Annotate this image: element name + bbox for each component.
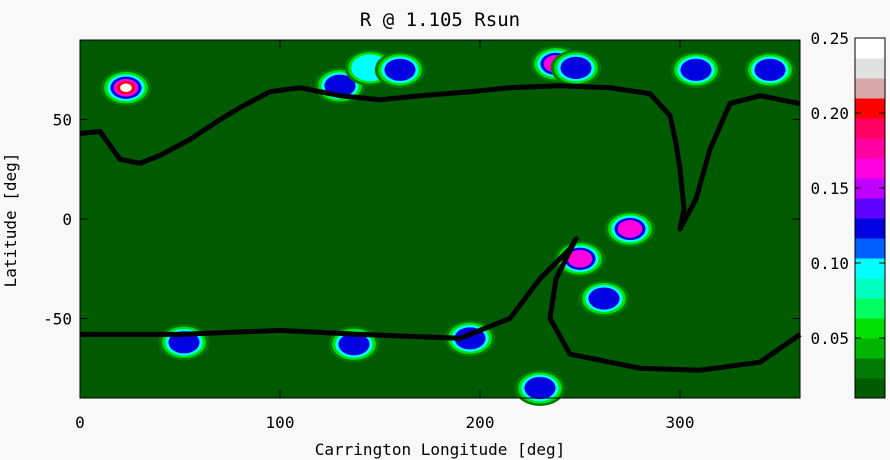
colorbar-tick-label: 0.25 <box>810 29 849 48</box>
colorbar-swatch <box>855 258 885 279</box>
colorbar-swatch <box>855 158 885 179</box>
neutral-line-south <box>80 236 802 373</box>
colorbar-tick-label: 0.15 <box>810 179 849 198</box>
heatmap-cell <box>617 220 643 238</box>
heatmap-blob <box>550 49 602 86</box>
colorbar-swatch <box>855 178 885 199</box>
axes: 0 100 200 300 50 0 -50 <box>43 40 800 432</box>
neutral-lines <box>79 83 802 373</box>
y-tick-label: 0 <box>62 210 72 229</box>
heatmap-cell <box>524 376 556 400</box>
heatmap-cell <box>120 83 132 92</box>
colorbar-swatch <box>855 338 885 359</box>
y-axis-label: Latitude [deg] <box>1 153 20 288</box>
heatmap-blob <box>374 51 426 88</box>
heatmap-blob <box>578 280 630 317</box>
colorbar-swatch <box>855 318 885 339</box>
heatmap-blob <box>514 370 566 407</box>
chart-title: R @ 1.105 Rsun <box>360 9 520 31</box>
colorbar-tick-label: 0.10 <box>810 254 849 273</box>
colorbar-swatch <box>855 198 885 219</box>
neutral-line-north <box>79 83 801 232</box>
heatmap-cell <box>338 333 370 356</box>
y-tick-label: 50 <box>53 111 72 130</box>
heatmap-cell <box>560 56 592 79</box>
x-tick-label: 300 <box>666 413 695 432</box>
x-tick-label: 0 <box>75 413 85 432</box>
heatmap-blob <box>100 69 152 106</box>
heatmap-blob <box>744 51 796 88</box>
colorbar-tick-label: 0.05 <box>810 329 849 348</box>
heatmap-cell <box>324 74 356 97</box>
colorbar-swatch <box>855 138 885 159</box>
colorbar-swatch <box>855 118 885 139</box>
x-axis-label: Carrington Longitude [deg] <box>315 440 565 459</box>
colorbar-swatch <box>855 78 885 99</box>
colorbar-swatch <box>855 238 885 259</box>
colorbar-swatch <box>855 58 885 79</box>
x-tick-label: 200 <box>466 413 495 432</box>
colorbar-swatch <box>855 378 885 399</box>
heatmap-cell <box>754 58 786 81</box>
colorbar-swatch <box>855 358 885 379</box>
heatmap-blob <box>158 324 210 361</box>
heatmap-blob <box>670 51 722 88</box>
heatmap-cell <box>680 58 712 81</box>
heatmap-cell <box>588 287 620 310</box>
colorbar-frame <box>854 37 886 399</box>
colorbar-swatch <box>855 98 885 119</box>
colorbar-swatch <box>855 38 885 59</box>
colorbar-tick-label: 0.20 <box>810 104 849 123</box>
colorbar-swatch <box>855 298 885 319</box>
y-tick-label: -50 <box>43 309 72 328</box>
x-tick-label: 100 <box>266 413 295 432</box>
colorbar-swatch <box>855 218 885 239</box>
colorbar: 0.25 0.20 0.15 0.10 0.05 <box>810 29 886 399</box>
colorbar-swatch <box>855 278 885 299</box>
heatmap-cell <box>384 58 416 81</box>
heatmap-blob <box>604 210 656 247</box>
heatmap-cell <box>567 249 593 268</box>
